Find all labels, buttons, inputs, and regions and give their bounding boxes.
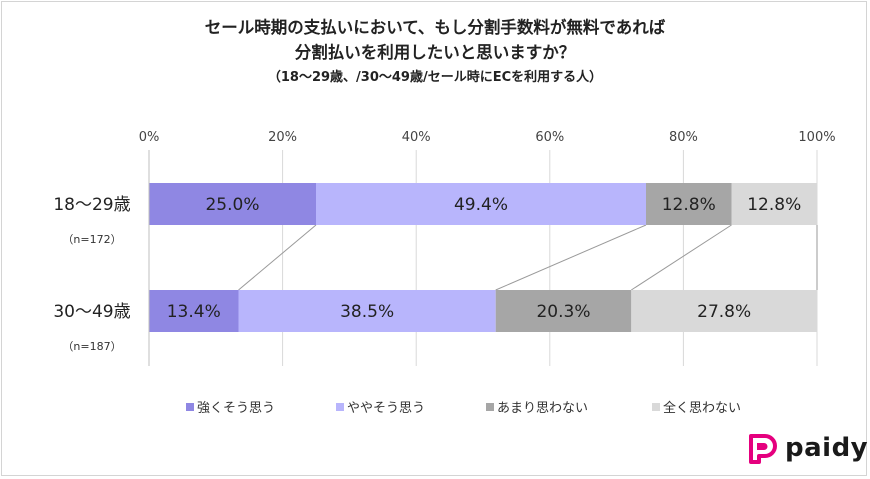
- chart-subtitle: （18～29歳、/30～49歳/セール時にECを利用する人）: [267, 70, 603, 85]
- data-label: 13.4%: [167, 302, 221, 322]
- bar-segment: [645, 183, 732, 225]
- category-label: 30～49歳: [53, 302, 130, 322]
- legend-label: ややそう思う: [347, 401, 425, 416]
- legend-swatch: [186, 403, 194, 411]
- legend-swatch: [652, 403, 660, 411]
- x-tick-label: 0%: [139, 130, 160, 145]
- legend-label: あまり思わない: [497, 401, 588, 416]
- x-tick-label: 80%: [669, 130, 698, 145]
- legend-swatch: [336, 403, 344, 411]
- bar-segment: [238, 290, 496, 332]
- data-label: 20.3%: [536, 302, 590, 322]
- bar-segment: [149, 183, 316, 225]
- connector-line: [631, 224, 732, 291]
- connector-line: [495, 224, 647, 291]
- data-label: 25.0%: [205, 195, 259, 215]
- sample-size-label: （n=187）: [62, 340, 121, 353]
- paidy-logo: paidy: [745, 432, 868, 464]
- paidy-logo-icon: [749, 434, 777, 464]
- chart-title-line2: 分割払いを利用したいと思いますか？: [294, 43, 576, 62]
- bar-segment: [149, 290, 239, 332]
- data-label: 38.5%: [340, 302, 394, 322]
- legend-label: 全く思わない: [663, 400, 741, 416]
- x-tick-label: 20%: [268, 130, 297, 145]
- paidy-logo-text: paidy: [785, 433, 869, 463]
- data-label: 27.8%: [697, 302, 751, 322]
- connector-line: [238, 224, 317, 291]
- bar-segment: [731, 183, 817, 225]
- category-label: 18～29歳: [53, 195, 130, 215]
- x-tick-label: 60%: [535, 130, 564, 145]
- x-tick-label: 40%: [402, 130, 431, 145]
- data-label: 12.8%: [662, 195, 716, 215]
- sample-size-label: （n=172）: [62, 233, 121, 246]
- data-label: 49.4%: [454, 195, 508, 215]
- bar-segment: [316, 183, 646, 225]
- data-label: 12.8%: [747, 195, 801, 215]
- bar-segment: [631, 290, 817, 332]
- x-tick-label: 100%: [798, 130, 835, 145]
- chart-title-line1: セール時期の支払いにおいて、もし分割手数料が無料であれば: [204, 18, 666, 37]
- bar-segment: [495, 290, 632, 332]
- legend-label: 強くそう思う: [197, 401, 275, 416]
- legend-swatch: [486, 403, 494, 411]
